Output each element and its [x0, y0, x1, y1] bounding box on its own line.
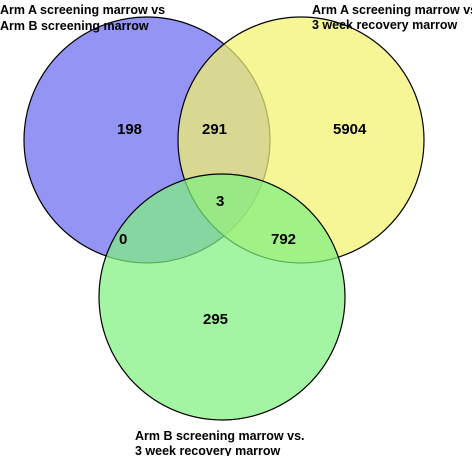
set-label-line: Arm B screening marrow vs. — [135, 429, 305, 443]
set-label-line: 3 week recovery marrow — [135, 444, 281, 456]
set-label-arm-a-vs-recovery: Arm A screening marrow vs. 3 week recove… — [312, 3, 472, 32]
set-circle-arm-b-vs-recovery — [98, 173, 346, 421]
set-label-line: Arm A screening marrow vs — [0, 3, 165, 17]
set-label-line: Arm B screening marrow — [0, 19, 149, 33]
set-label-arm-a-vs-arm-b: Arm A screening marrow vs Arm B screenin… — [0, 3, 169, 33]
set-label-arm-b-vs-recovery: Arm B screening marrow vs. 3 week recove… — [135, 429, 308, 456]
region-count-only-b: 5904 — [333, 121, 367, 138]
region-count-only-a: 198 — [117, 121, 142, 138]
region-count-a-and-c: 0 — [119, 231, 127, 248]
region-count-a-b-c: 3 — [216, 193, 224, 210]
region-count-b-and-c: 792 — [271, 231, 296, 248]
region-count-only-c: 295 — [203, 311, 228, 328]
region-count-a-and-b: 291 — [202, 121, 227, 138]
set-label-line: Arm A screening marrow vs. — [312, 3, 472, 17]
set-label-line: 3 week recovery marrow — [312, 18, 458, 32]
